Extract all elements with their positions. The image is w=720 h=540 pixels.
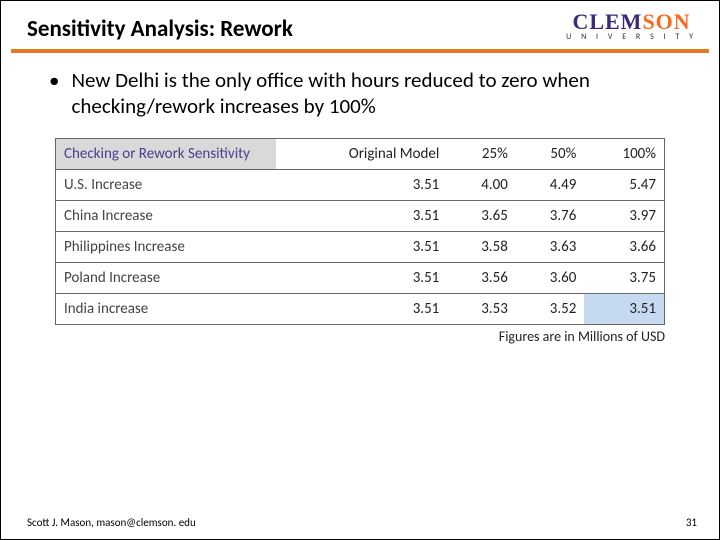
table-cell: 3.52	[516, 293, 585, 324]
bullet-dot-icon: •	[49, 67, 59, 93]
table-header-cell: 25%	[447, 139, 516, 170]
table-row-label: Philippines Increase	[56, 231, 276, 262]
table-cell: 4.00	[447, 169, 516, 200]
table-header-cell: Original Model	[276, 139, 447, 170]
table-row-label: India increase	[56, 293, 276, 324]
table-caption: Figures are in Millions of USD	[1, 328, 665, 345]
bullet-text: New Delhi is the only office with hours …	[71, 67, 683, 120]
table-cell: 5.47	[584, 169, 664, 200]
table-cell: 3.63	[516, 231, 585, 262]
table-cell: 3.51	[276, 169, 447, 200]
table-cell: 3.51	[276, 262, 447, 293]
footer-author: Scott J. Mason, mason@clemson. edu	[27, 516, 196, 529]
logo: CLEMSON U N I V E R S I T Y	[566, 11, 697, 41]
table-row-label: China Increase	[56, 200, 276, 231]
table-row: India increase3.513.533.523.51	[56, 293, 664, 324]
table-cell: 3.65	[447, 200, 516, 231]
logo-main: CLEMSON	[566, 11, 697, 33]
table-cell: 3.51	[276, 200, 447, 231]
table-cell: 3.51	[584, 293, 664, 324]
table-header-cell: 50%	[516, 139, 585, 170]
table-row: Philippines Increase3.513.583.633.66	[56, 231, 664, 262]
table-cell: 3.51	[276, 293, 447, 324]
bullet-item: • New Delhi is the only office with hour…	[49, 67, 683, 120]
table-row: Poland Increase3.513.563.603.75	[56, 262, 664, 293]
table-cell: 3.66	[584, 231, 664, 262]
table-cell: 3.60	[516, 262, 585, 293]
footer: Scott J. Mason, mason@clemson. edu 31	[27, 516, 697, 529]
bullet-list: • New Delhi is the only office with hour…	[1, 53, 719, 128]
table-cell: 3.76	[516, 200, 585, 231]
sensitivity-table: Checking or Rework SensitivityOriginal M…	[55, 138, 665, 325]
table-header-cell: 100%	[584, 139, 664, 170]
table-cell: 3.56	[447, 262, 516, 293]
header: Sensitivity Analysis: Rework CLEMSON U N…	[1, 1, 719, 47]
footer-page: 31	[686, 516, 697, 529]
table-row-label: Poland Increase	[56, 262, 276, 293]
table-cell: 3.51	[276, 231, 447, 262]
table-row: China Increase3.513.653.763.97	[56, 200, 664, 231]
logo-sub: U N I V E R S I T Y	[566, 33, 697, 41]
table-cell: 4.49	[516, 169, 585, 200]
table-header-cell: Checking or Rework Sensitivity	[56, 139, 276, 170]
table-cell: 3.53	[447, 293, 516, 324]
table-row: U.S. Increase3.514.004.495.47	[56, 169, 664, 200]
table-row-label: U.S. Increase	[56, 169, 276, 200]
table-cell: 3.75	[584, 262, 664, 293]
table-cell: 3.97	[584, 200, 664, 231]
table-cell: 3.58	[447, 231, 516, 262]
